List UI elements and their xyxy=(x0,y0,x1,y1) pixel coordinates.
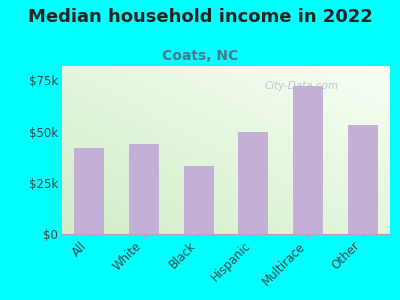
Bar xyxy=(238,132,268,234)
Bar xyxy=(129,144,159,234)
Text: Median household income in 2022: Median household income in 2022 xyxy=(28,8,372,26)
Bar xyxy=(184,167,214,234)
Bar xyxy=(74,148,104,234)
Bar xyxy=(293,86,323,234)
Bar xyxy=(348,125,378,234)
Text: City-Data.com: City-Data.com xyxy=(264,81,338,91)
Text: Coats, NC: Coats, NC xyxy=(162,50,238,64)
